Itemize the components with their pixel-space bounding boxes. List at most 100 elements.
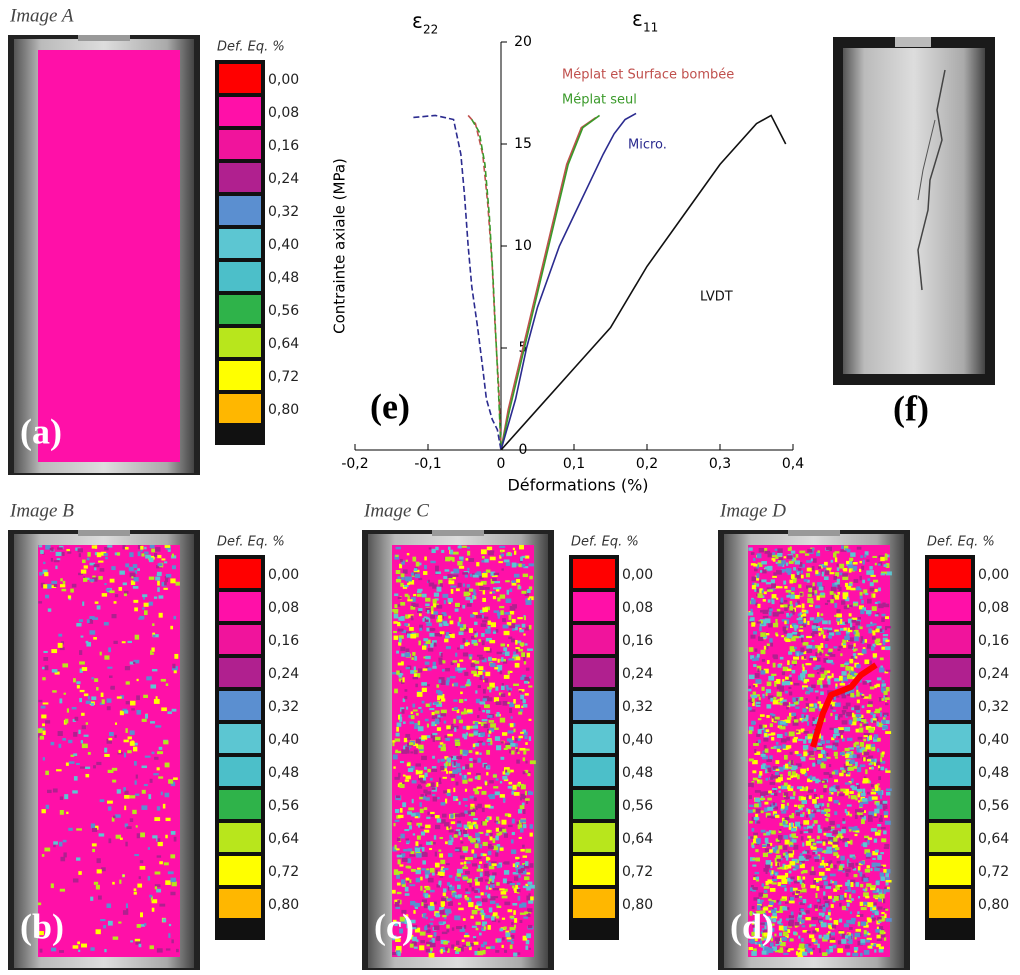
- speckle: [769, 901, 774, 906]
- colorbar-cell: [219, 97, 261, 126]
- speckle: [90, 947, 95, 951]
- speckle: [479, 844, 483, 849]
- speckle: [801, 756, 806, 762]
- speckle: [884, 699, 888, 702]
- speckle: [751, 931, 757, 936]
- speckle: [413, 603, 419, 607]
- speckle: [449, 620, 454, 625]
- speckle: [448, 840, 453, 846]
- speckle: [799, 863, 805, 869]
- speckle: [432, 796, 437, 802]
- speckle: [869, 624, 875, 627]
- speckle: [754, 751, 761, 755]
- speckle: [502, 828, 507, 833]
- speckle: [776, 570, 782, 575]
- speckle: [855, 809, 861, 814]
- speckle: [471, 660, 477, 663]
- speckle: [499, 670, 503, 675]
- speckle: [107, 800, 113, 804]
- speckle: [859, 748, 865, 753]
- speckle: [491, 878, 495, 883]
- speckle: [490, 945, 495, 950]
- speckle: [426, 929, 431, 933]
- speckle: [78, 619, 83, 623]
- speckle: [396, 670, 400, 675]
- speckle: [769, 942, 774, 947]
- speckle: [431, 766, 437, 769]
- speckle: [753, 664, 757, 667]
- speckle: [813, 619, 819, 624]
- speckle: [392, 672, 397, 675]
- speckle: [486, 546, 493, 551]
- speckle: [520, 731, 524, 734]
- speckle: [793, 701, 799, 705]
- speckle: [882, 712, 889, 717]
- speckle: [821, 952, 828, 957]
- speckle: [765, 729, 770, 733]
- speckle: [495, 816, 500, 821]
- speckle: [471, 887, 475, 892]
- speckle: [394, 738, 401, 742]
- speckle: [826, 833, 832, 837]
- speckle: [434, 710, 440, 714]
- speckle: [803, 857, 807, 861]
- speckle: [853, 874, 858, 878]
- speckle: [134, 938, 141, 942]
- speckle: [472, 612, 478, 615]
- speckle: [816, 679, 823, 685]
- speckle: [435, 571, 441, 574]
- speckle: [760, 922, 765, 925]
- speckle: [829, 572, 835, 575]
- speckle: [767, 849, 773, 853]
- speckle: [776, 875, 783, 880]
- speckle: [769, 781, 776, 785]
- speckle: [752, 770, 757, 774]
- speckle: [879, 707, 882, 711]
- speckle: [504, 861, 510, 865]
- speckle: [750, 599, 756, 605]
- speckle: [155, 547, 161, 552]
- speckle: [400, 573, 405, 578]
- speckle: [139, 615, 145, 620]
- speckle: [776, 691, 782, 697]
- speckle: [519, 865, 525, 870]
- speckle: [766, 919, 770, 923]
- speckle: [818, 632, 821, 637]
- speckle: [788, 841, 794, 847]
- speckle: [152, 835, 158, 839]
- speckle: [55, 551, 62, 557]
- speckle: [787, 547, 792, 551]
- speckle: [457, 820, 461, 824]
- speckle: [434, 633, 440, 637]
- speckle: [119, 837, 123, 840]
- speckle: [877, 916, 882, 921]
- speckle: [777, 777, 783, 781]
- speckle: [394, 921, 398, 927]
- speckle: [751, 828, 755, 832]
- speckle: [873, 838, 878, 843]
- speckle: [876, 934, 881, 939]
- speckle: [509, 769, 514, 773]
- speckle: [780, 685, 784, 690]
- speckle: [800, 859, 805, 863]
- speckle: [413, 666, 416, 671]
- colorbar-label: 0,56: [622, 798, 653, 814]
- speckle: [849, 658, 854, 664]
- speckle: [824, 903, 829, 908]
- speckle: [839, 837, 842, 841]
- speckle: [456, 756, 462, 760]
- speckle: [849, 813, 853, 817]
- speckle: [831, 673, 834, 678]
- speckle: [492, 912, 498, 917]
- colorbar-cell: [219, 592, 261, 621]
- speckle: [849, 911, 853, 915]
- speckle: [759, 570, 763, 573]
- speckle: [810, 632, 815, 637]
- speckle: [847, 564, 854, 569]
- speckle: [487, 620, 492, 625]
- speckle: [757, 802, 762, 808]
- speckle: [755, 849, 759, 853]
- speckle: [772, 912, 777, 917]
- speckle: [464, 698, 467, 702]
- speckle: [138, 943, 142, 948]
